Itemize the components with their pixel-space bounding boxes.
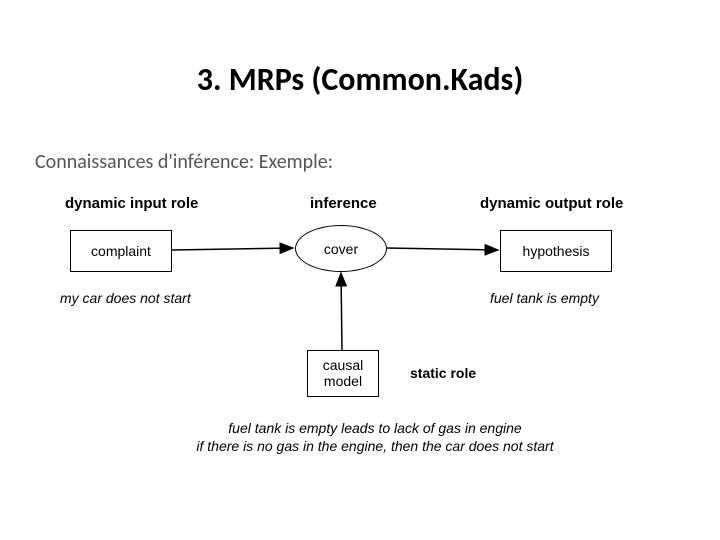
inference-diagram: dynamic input role inference dynamic out… (60, 190, 660, 490)
header-input: dynamic input role (65, 195, 198, 212)
header-inference: inference (310, 195, 377, 212)
node-complaint: complaint (70, 230, 172, 272)
node-causal-model-label: causalmodel (323, 358, 363, 389)
edge-causal-cover (341, 273, 342, 350)
header-output: dynamic output role (480, 195, 623, 212)
example-hypothesis: fuel tank is empty (490, 290, 599, 306)
example-causal-2: if there is no gas in the engine, then t… (155, 438, 595, 454)
subtitle: Connaissances d'inférence: Exemple: (35, 150, 333, 174)
edge-complaint-cover (172, 248, 293, 250)
node-causal-model: causalmodel (307, 350, 379, 397)
node-hypothesis: hypothesis (500, 230, 612, 272)
static-role-label: static role (410, 365, 476, 381)
node-cover: cover (295, 225, 387, 272)
example-causal-1: fuel tank is empty leads to lack of gas … (175, 420, 575, 436)
edge-cover-hypothesis (387, 248, 498, 250)
page-title: 3. MRPs (Common.Kads) (0, 60, 720, 99)
example-complaint: my car does not start (60, 290, 191, 306)
